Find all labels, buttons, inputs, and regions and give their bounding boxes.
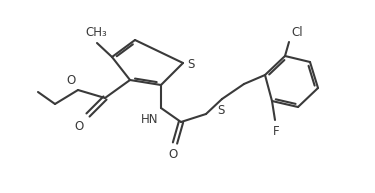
Text: O: O bbox=[75, 120, 84, 133]
Text: Cl: Cl bbox=[291, 26, 303, 39]
Text: HN: HN bbox=[141, 113, 158, 126]
Text: O: O bbox=[67, 74, 76, 87]
Text: S: S bbox=[187, 58, 194, 70]
Text: O: O bbox=[168, 148, 178, 161]
Text: CH₃: CH₃ bbox=[85, 26, 107, 39]
Text: F: F bbox=[273, 125, 279, 138]
Text: S: S bbox=[217, 104, 225, 117]
